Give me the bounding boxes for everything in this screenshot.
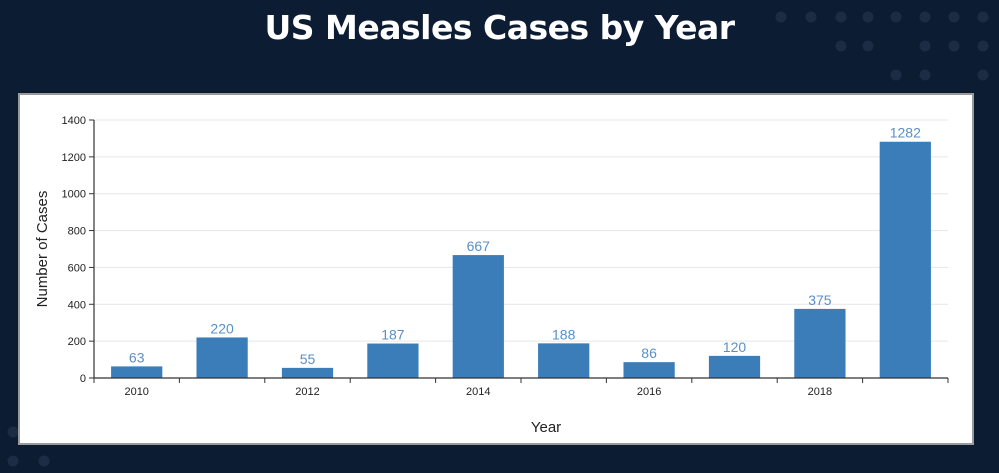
bar — [879, 141, 931, 378]
bar — [538, 343, 590, 378]
data-label: 86 — [641, 345, 657, 361]
bar — [452, 255, 504, 378]
x-tick-label: 2010 — [124, 386, 148, 398]
y-tick-label: 1200 — [62, 152, 86, 164]
bar — [111, 366, 163, 378]
data-label: 220 — [210, 320, 234, 336]
data-label: 55 — [300, 351, 316, 367]
page-title: US Measles Cases by Year — [264, 8, 735, 47]
x-tick-label: 2012 — [295, 386, 319, 398]
y-tick-label: 400 — [68, 299, 86, 311]
x-tick-label: 2014 — [466, 386, 490, 398]
data-label: 187 — [381, 327, 405, 343]
data-label: 188 — [552, 326, 576, 342]
data-label: 667 — [467, 238, 491, 254]
y-tick-label: 1000 — [62, 189, 86, 201]
y-tick-label: 200 — [68, 336, 86, 348]
bar-chart: 0 200 400 600 800 1000 1200 1400 63 220 55 187 667 18… — [34, 115, 949, 436]
x-tick-label: 2018 — [808, 386, 832, 398]
data-label: 375 — [808, 292, 832, 308]
bar — [623, 362, 675, 378]
y-tick-label: 800 — [68, 226, 86, 238]
data-label: 120 — [723, 339, 747, 355]
x-tick-label: 2016 — [637, 386, 661, 398]
data-label: 1282 — [890, 125, 921, 141]
bar — [367, 343, 419, 378]
bar — [281, 367, 334, 378]
bar — [708, 355, 761, 378]
x-axis-title: Year — [531, 419, 561, 436]
y-axis-title: Number of Cases — [34, 191, 51, 308]
y-tick-label: 0 — [80, 373, 86, 385]
y-tick-label: 1400 — [62, 115, 86, 127]
chart-panel: 0 200 400 600 800 1000 1200 1400 63 220 55 187 667 18… — [18, 93, 974, 445]
bar — [196, 337, 248, 378]
data-label: 63 — [129, 349, 145, 365]
y-tick-label: 600 — [68, 262, 86, 274]
bar — [794, 308, 846, 378]
